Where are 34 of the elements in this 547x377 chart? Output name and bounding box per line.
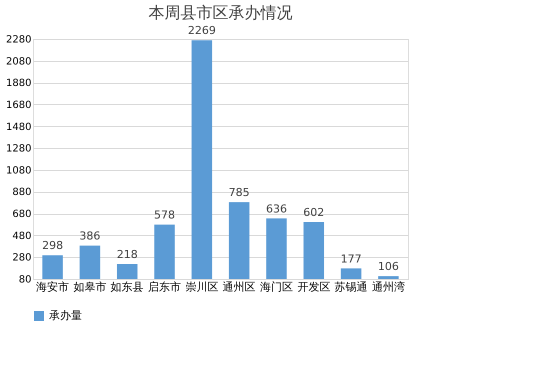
x-tick-label: 海安市 xyxy=(36,280,70,294)
data-label: 636 xyxy=(266,202,287,216)
y-tick-label: 1880 xyxy=(6,78,32,90)
x-tick-label: 苏锡通 xyxy=(334,280,368,294)
y-tick-label: 1280 xyxy=(6,144,32,155)
data-label: 578 xyxy=(154,208,176,222)
y-tick-label: 1480 xyxy=(6,122,32,133)
y-tick-label: 2080 xyxy=(6,56,32,68)
y-tick-label: 1080 xyxy=(6,165,32,176)
data-label: 2269 xyxy=(188,24,216,38)
data-label: 298 xyxy=(42,239,64,252)
y-tick-label: 2280 xyxy=(6,34,32,46)
y-tick-label: 880 xyxy=(12,187,32,198)
legend-label: 承办量 xyxy=(49,309,82,322)
x-tick-label: 海门区 xyxy=(260,280,293,294)
y-tick-label: 280 xyxy=(12,252,32,264)
data-label: 177 xyxy=(340,252,362,266)
y-tick-label: 1680 xyxy=(6,100,32,111)
x-tick-label: 如皋市 xyxy=(73,280,106,294)
data-label: 218 xyxy=(116,248,138,261)
x-tick-label: 通州湾 xyxy=(372,280,405,294)
data-label: 106 xyxy=(378,260,399,274)
data-label: 386 xyxy=(79,230,100,243)
x-tick-label: 如东县 xyxy=(110,280,144,294)
y-tick-label: 80 xyxy=(18,274,32,286)
y-tick-label: 680 xyxy=(12,209,32,220)
x-tick-label: 通州区 xyxy=(222,280,256,294)
data-label: 785 xyxy=(228,186,250,200)
chart-title: 本周县市区承办情况 xyxy=(148,3,292,22)
x-tick-label: 崇川区 xyxy=(185,280,218,294)
y-tick-label: 480 xyxy=(12,230,32,242)
x-tick-label: 启东市 xyxy=(148,280,182,294)
data-label: 602 xyxy=(303,206,324,220)
x-tick-label: 开发区 xyxy=(297,280,330,294)
